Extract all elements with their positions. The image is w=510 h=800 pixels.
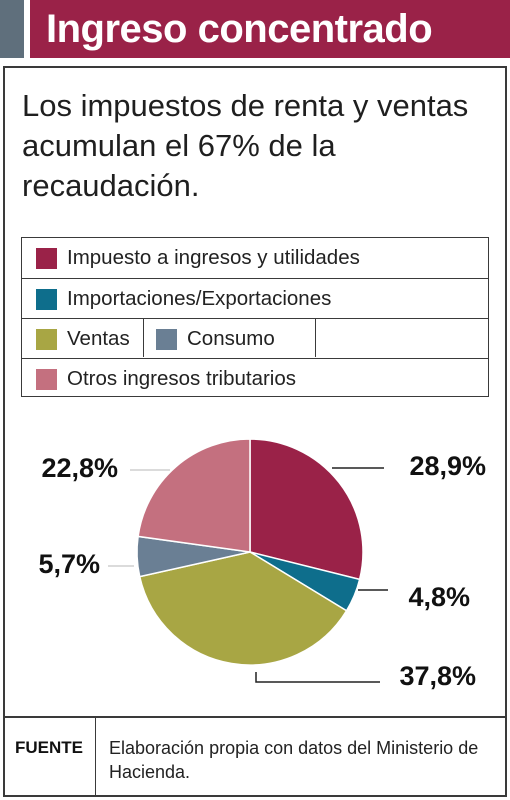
legend-label-importaciones: Importaciones/Exportaciones: [67, 287, 332, 310]
legend-label-ventas: Ventas: [67, 327, 130, 350]
content-frame: [3, 66, 507, 797]
header-bar: [30, 0, 510, 58]
pie-chart: 28,9% 4,8% 37,8% 5,7% 22,8%: [38, 438, 486, 691]
legend-label-otros: Otros ingresos tributarios: [67, 367, 297, 390]
pie-slice-impuesto_ingresos: [249, 438, 364, 581]
legend-label-impuesto: Impuesto a ingresos y utilidades: [67, 246, 360, 269]
data-label-consumo: 5,7%: [38, 549, 100, 579]
legend-row-1: Impuesto a ingresos y utilidades: [22, 238, 488, 278]
footer-divider: [95, 718, 96, 797]
data-label-impuesto_ingresos: 28,9%: [409, 451, 486, 481]
legend-swatch-consumo: [156, 328, 177, 350]
legend-swatch-otros: [36, 368, 57, 390]
footer: FUENTE Elaboración propia con datos del …: [3, 716, 507, 797]
source-text: Elaboración propia con datos del Ministe…: [109, 738, 479, 782]
data-label-otros: 22,8%: [41, 453, 118, 483]
legend-row-3: Ventas Consumo: [22, 318, 488, 358]
legend-swatch-impuesto: [36, 247, 57, 269]
leader-line-ventas: [255, 672, 380, 683]
page-title: Ingreso concentrado: [46, 7, 433, 51]
pie-slice-otros: [137, 438, 251, 553]
chart-subtitle: Los impuestos de renta y ventas acumulan…: [22, 88, 469, 203]
legend-divider: [143, 319, 144, 357]
header: Ingreso concentrado: [0, 0, 510, 58]
legend-swatch-ventas: [36, 328, 57, 350]
legend-label-consumo: Consumo: [187, 327, 275, 350]
legend-item-ventas: Ventas: [36, 319, 130, 359]
pie-slice-ventas: [138, 551, 348, 666]
legend-divider: [315, 319, 316, 357]
legend-item-impuesto: Impuesto a ingresos y utilidades: [36, 238, 360, 278]
header-accent: [0, 0, 24, 58]
data-label-ventas: 37,8%: [399, 661, 476, 691]
legend-row-4: Otros ingresos tributarios: [22, 358, 488, 398]
legend: Impuesto a ingresos y utilidades Importa…: [21, 237, 489, 397]
legend-swatch-importaciones: [36, 288, 57, 310]
legend-item-consumo: Consumo: [156, 319, 275, 359]
data-label-importaciones: 4,8%: [408, 582, 470, 612]
legend-item-otros: Otros ingresos tributarios: [36, 359, 296, 399]
source-label: FUENTE: [15, 738, 83, 757]
legend-item-importaciones: Importaciones/Exportaciones: [36, 279, 331, 319]
legend-row-2: Importaciones/Exportaciones: [22, 278, 488, 318]
